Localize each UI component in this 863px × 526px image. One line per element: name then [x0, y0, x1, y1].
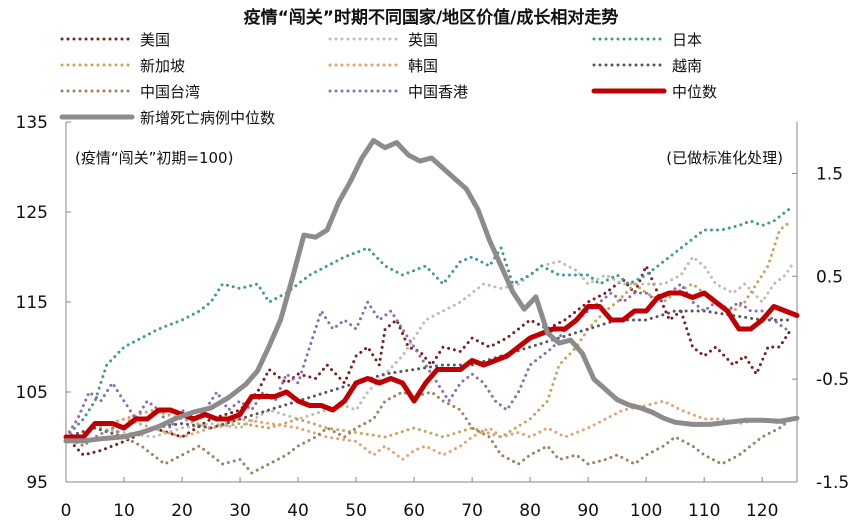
x-tick-label: 20	[171, 501, 193, 521]
series-line-6	[64, 390, 793, 475]
x-tick-label: 110	[688, 501, 720, 521]
y-left-tick-label: 105	[16, 383, 48, 403]
y-left-tick-label: 95	[26, 473, 48, 493]
annotation-right: (已做标准化处理)	[666, 149, 783, 167]
series-line-8	[63, 290, 800, 440]
legend-label-9: 新增死亡病例中位数	[140, 109, 275, 127]
legend-label-6: 中国台湾	[140, 83, 200, 101]
series-line-3	[64, 219, 793, 439]
x-tick-label: 120	[746, 501, 778, 521]
y-left-tick-label: 135	[16, 113, 48, 133]
series-line-0	[64, 262, 793, 457]
x-tick-label: 90	[577, 501, 599, 521]
legend-label-7: 中国香港	[408, 83, 468, 101]
legend-label-4: 韩国	[408, 57, 438, 75]
legend-label-1: 英国	[408, 31, 438, 49]
x-tick-label: 50	[345, 501, 367, 521]
x-tick-label: 0	[61, 501, 72, 521]
legend-label-2: 日本	[672, 31, 702, 49]
plot-area: 95 105 115 125 135 -1.5 -0.5 0.5 1.5 0 10 20 30 40 50 6…	[16, 113, 850, 521]
x-tick-label: 40	[287, 501, 309, 521]
legend-label-0: 美国	[140, 31, 170, 49]
x-tick-label: 30	[229, 501, 251, 521]
legend-label-5: 越南	[672, 57, 702, 75]
legend-label-8: 中位数	[672, 83, 717, 101]
series-line-2	[64, 206, 793, 439]
x-tick-label: 10	[113, 501, 135, 521]
y-left-tick-label: 125	[16, 203, 48, 223]
annotation-left: (疫情“闯关”初期=100)	[75, 149, 233, 167]
y-right-tick-label: -1.5	[816, 473, 849, 493]
x-tick-label: 100	[630, 501, 662, 521]
x-tick-label: 80	[519, 501, 541, 521]
y-right-tick-label: -0.5	[816, 370, 849, 390]
legend-label-3: 新加坡	[140, 57, 185, 75]
y-right-tick-label: 0.5	[816, 267, 843, 287]
series-line-9	[63, 138, 800, 444]
chart-title: 疫情“闯关”时期不同国家/地区价值/成长相对走势	[244, 7, 619, 28]
x-tick-label: 70	[461, 501, 483, 521]
y-left-tick-label: 115	[16, 293, 48, 313]
y-right-tick-label: 1.5	[816, 164, 843, 184]
series-line-5	[64, 309, 793, 439]
x-tick-label: 60	[403, 501, 425, 521]
